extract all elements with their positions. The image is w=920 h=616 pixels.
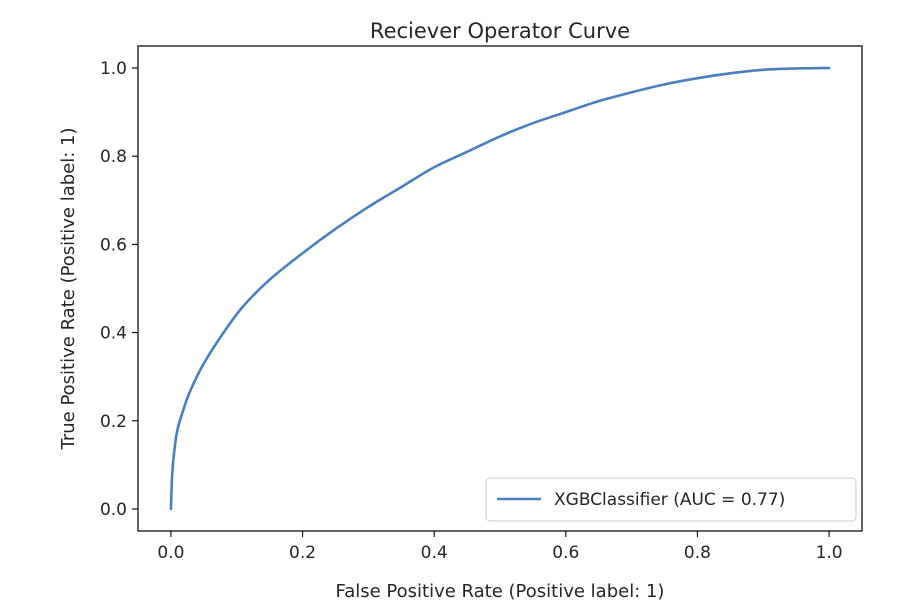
legend-label: XGBClassifier (AUC = 0.77) <box>554 490 785 510</box>
y-tick-label: 0.4 <box>100 324 127 344</box>
y-tick-label: 1.0 <box>100 59 127 79</box>
y-tick-label: 0.6 <box>100 235 127 255</box>
legend-box <box>485 477 857 522</box>
x-tick-label: 1.0 <box>816 543 843 563</box>
x-axis-label: False Positive Rate (Positive label: 1) <box>336 581 665 602</box>
roc-curve-line <box>169 66 831 511</box>
legend: XGBClassifier (AUC = 0.77) <box>485 477 857 522</box>
y-axis-ticks: 0.0 0.2 0.4 0.6 0.8 1.0 <box>100 59 138 520</box>
y-axis-label: True Positive Rate (Positive label: 1) <box>58 128 79 451</box>
y-tick-label: 0.0 <box>100 500 127 520</box>
chart-title: Reciever Operator Curve <box>370 19 630 43</box>
y-tick-label: 0.2 <box>100 412 127 432</box>
plot-frame <box>137 45 863 532</box>
y-tick-label: 0.8 <box>100 147 127 167</box>
x-tick-label: 0.8 <box>684 543 711 563</box>
plot-area: 0.0 0.2 0.4 0.6 0.8 1.0 0.0 0.2 0.4 0.6 0.8 1.0 <box>100 45 863 563</box>
x-tick-label: 0.4 <box>421 543 448 563</box>
x-axis-ticks: 0.0 0.2 0.4 0.6 0.8 1.0 <box>157 531 843 563</box>
x-tick-label: 0.2 <box>289 543 316 563</box>
x-tick-label: 0.0 <box>157 543 184 563</box>
x-tick-label: 0.6 <box>552 543 579 563</box>
